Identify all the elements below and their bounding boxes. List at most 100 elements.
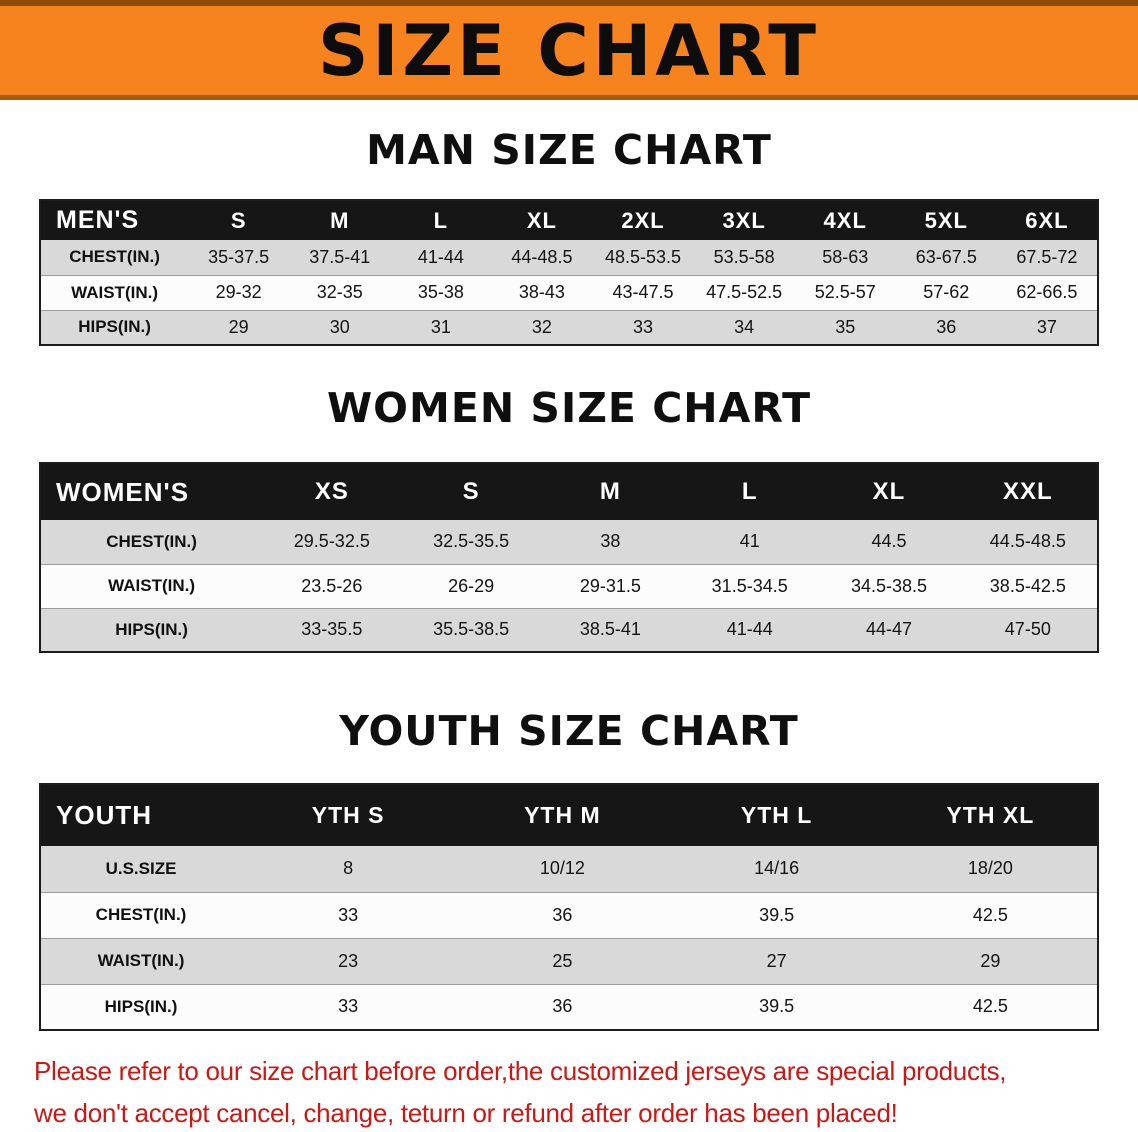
size-value: 14/16 bbox=[754, 858, 800, 879]
size-column-header: L bbox=[680, 463, 820, 520]
section-youth-size-chart: YOUTH SIZE CHART YOUTH YTH S YTH M YTH L YTH… bbox=[0, 707, 1138, 1031]
row-label: CHEST(IN.) bbox=[69, 247, 160, 267]
size-column-header: YTH XL bbox=[883, 784, 1098, 846]
size-value: 29 bbox=[980, 950, 1001, 971]
size-column-header: L bbox=[390, 200, 492, 240]
size-value: 35.5-38.5 bbox=[433, 619, 510, 640]
size-value: 58-63 bbox=[822, 246, 869, 267]
size-value: 42.5 bbox=[972, 996, 1008, 1017]
size-value: 41-44 bbox=[417, 246, 464, 267]
size-value: 32.5-35.5 bbox=[433, 531, 510, 552]
table-row: HIPS(IN.) 33-35.5 35.5-38.5 38.5-41 41-44 44-… bbox=[40, 608, 1098, 652]
row-label: WAIST(IN.) bbox=[71, 282, 158, 302]
size-column-header: 2XL bbox=[592, 200, 694, 240]
size-value: 31 bbox=[430, 316, 451, 337]
size-value: 35 bbox=[835, 316, 856, 337]
table-row: WAIST(IN.) 29-32 32-35 35-38 38-43 43-47.5 47.… bbox=[40, 275, 1098, 310]
size-column-header: 3XL bbox=[693, 200, 795, 240]
size-value: 44.5-48.5 bbox=[989, 531, 1066, 552]
size-column-header: YTH S bbox=[241, 784, 456, 846]
row-label: HIPS(IN.) bbox=[115, 619, 188, 639]
page-title: SIZE CHART bbox=[317, 9, 821, 92]
size-column-header: S bbox=[188, 200, 290, 240]
size-value: 38.5-41 bbox=[579, 619, 641, 640]
size-value: 36 bbox=[552, 904, 573, 925]
table-row: CHEST(IN.) 29.5-32.5 32.5-35.5 38 41 44.5 44.5… bbox=[40, 520, 1098, 564]
row-label: CHEST(IN.) bbox=[95, 905, 187, 924]
row-label: HIPS(IN.) bbox=[104, 996, 178, 1016]
size-value: 33-35.5 bbox=[301, 619, 363, 640]
size-value: 23.5-26 bbox=[301, 575, 363, 596]
size-value: 44-47 bbox=[865, 619, 913, 640]
row-label: CHEST(IN.) bbox=[106, 531, 197, 551]
row-label: WAIST(IN.) bbox=[97, 951, 185, 970]
size-column-header: YTH M bbox=[455, 784, 670, 846]
size-value: 44.5 bbox=[871, 531, 907, 552]
size-value: 26-29 bbox=[448, 575, 495, 596]
size-value: 29 bbox=[228, 316, 249, 337]
table-row: WAIST(IN.) 23 25 27 29 bbox=[40, 938, 1098, 984]
row-label: WAIST(IN.) bbox=[108, 576, 196, 595]
size-value: 35-38 bbox=[417, 282, 464, 302]
size-value: 32-35 bbox=[316, 282, 363, 302]
size-value: 37.5-41 bbox=[309, 246, 371, 267]
size-value: 34.5-38.5 bbox=[850, 575, 928, 596]
size-value: 34 bbox=[734, 316, 755, 337]
women-chart-heading: WOMEN SIZE CHART bbox=[326, 384, 812, 432]
size-column-header: M bbox=[540, 463, 681, 520]
size-value: 67.5-72 bbox=[1016, 246, 1078, 267]
table-title-cell: YOUTH bbox=[40, 784, 242, 846]
size-value: 42.5 bbox=[972, 904, 1008, 925]
size-value: 36 bbox=[552, 996, 573, 1017]
note-line-1: Please refer to our size chart before or… bbox=[34, 1056, 1007, 1086]
order-policy-note: Please refer to our size chart before or… bbox=[0, 1055, 1138, 1131]
size-value: 53.5-58 bbox=[713, 246, 775, 267]
table-row: HIPS(IN.) 29 30 31 32 33 34 35 36 37 bbox=[40, 310, 1098, 345]
size-value: 43-47.5 bbox=[612, 282, 674, 302]
size-value: 38 bbox=[600, 531, 621, 552]
size-column-header: XL bbox=[491, 200, 593, 240]
table-header-row: WOMEN'S XS S M L XL XXL bbox=[40, 463, 1098, 520]
size-value: 62-66.5 bbox=[1016, 282, 1078, 302]
size-value: 48.5-53.5 bbox=[605, 246, 682, 267]
size-value: 41 bbox=[739, 531, 760, 552]
size-value: 35-37.5 bbox=[208, 246, 270, 267]
table-row: CHEST(IN.) 35-37.5 37.5-41 41-44 44-48.5 48.5… bbox=[40, 240, 1098, 275]
size-value: 10/12 bbox=[539, 858, 585, 879]
youth-chart-heading: YOUTH SIZE CHART bbox=[339, 707, 799, 755]
size-value: 23 bbox=[338, 950, 359, 971]
table-title-cell: MEN'S bbox=[40, 200, 189, 240]
size-value: 29-32 bbox=[215, 282, 262, 302]
size-value: 33 bbox=[633, 316, 654, 337]
size-value: 32 bbox=[531, 316, 552, 337]
size-value: 31.5-34.5 bbox=[711, 575, 788, 596]
table-title-cell: WOMEN'S bbox=[40, 463, 263, 520]
size-column-header: 5XL bbox=[895, 200, 997, 240]
size-value: 33 bbox=[338, 996, 359, 1017]
men-size-table: MEN'S S M L XL 2XL 3XL 4XL 5XL 6XL CHEST(IN.) 35-37… bbox=[39, 199, 1099, 346]
size-value: 29.5-32.5 bbox=[293, 531, 370, 552]
size-value: 39.5 bbox=[759, 996, 795, 1017]
size-value: 27 bbox=[766, 950, 787, 971]
section-men-size-chart: MAN SIZE CHART MEN'S S M L XL 2XL 3XL 4XL 5XL 6XL… bbox=[0, 126, 1138, 346]
size-value: 25 bbox=[552, 950, 573, 971]
size-value: 41-44 bbox=[726, 619, 773, 640]
size-value: 47-50 bbox=[1004, 619, 1051, 640]
table-row: WAIST(IN.) 23.5-26 26-29 29-31.5 31.5-34.5 34… bbox=[40, 564, 1098, 608]
size-column-header: S bbox=[401, 463, 541, 520]
size-value: 57-62 bbox=[923, 282, 970, 302]
women-size-table: WOMEN'S XS S M L XL XXL CHEST(IN.) 29.5-32.5 32.5… bbox=[39, 462, 1099, 653]
banner: SIZE CHART bbox=[0, 0, 1138, 100]
size-value: 18/20 bbox=[967, 858, 1013, 879]
table-header-row: MEN'S S M L XL 2XL 3XL 4XL 5XL 6XL bbox=[40, 200, 1098, 240]
size-value: 8 bbox=[343, 858, 354, 879]
size-value: 33 bbox=[338, 904, 359, 925]
size-value: 52.5-57 bbox=[814, 282, 876, 302]
size-column-header: YTH L bbox=[669, 784, 884, 846]
size-column-header: XS bbox=[262, 463, 402, 520]
size-column-header: XL bbox=[819, 463, 959, 520]
size-value: 37 bbox=[1036, 316, 1057, 337]
size-column-header: XXL bbox=[958, 463, 1098, 520]
youth-size-table: YOUTH YTH S YTH M YTH L YTH XL U.S.SIZE 8 10/12… bbox=[39, 783, 1099, 1031]
